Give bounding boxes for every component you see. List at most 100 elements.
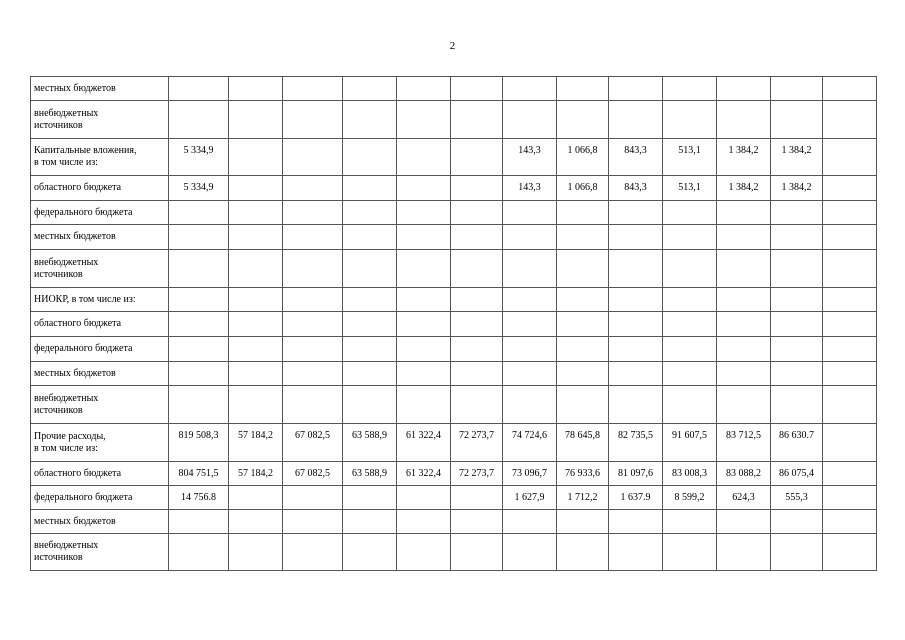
value-cell	[556, 311, 609, 337]
value-cell	[168, 224, 229, 250]
row-label-line: местных бюджетов	[34, 367, 116, 379]
value-cell	[168, 385, 229, 424]
value-cell	[608, 200, 663, 225]
value-cell	[608, 100, 663, 139]
value-cell	[228, 175, 283, 201]
value-cell	[282, 200, 343, 225]
value-cell	[342, 76, 397, 101]
table-row: Капитальные вложения, в том числе из: 5 33…	[30, 138, 877, 176]
row-label: местных бюджетов	[30, 361, 169, 386]
value-cell: 5 334,9	[168, 175, 229, 201]
value-cell	[716, 100, 771, 139]
value-cell	[502, 100, 557, 139]
value-cell	[342, 311, 397, 337]
value-cell	[342, 485, 397, 510]
value-cell	[282, 100, 343, 139]
value-cell	[168, 76, 229, 101]
table-row: внебюджетных источников	[30, 385, 877, 424]
value-cell	[662, 224, 717, 250]
value-cell	[450, 287, 503, 312]
value-cell	[502, 200, 557, 225]
value-cell	[168, 336, 229, 362]
value-cell: 86 630.7	[770, 423, 823, 462]
row-label-line: федерального бюджета	[34, 491, 133, 503]
value-cell: 624,3	[716, 485, 771, 510]
value-cell: 1 384,2	[716, 138, 771, 176]
table-row: местных бюджетов	[30, 361, 877, 386]
value-cell	[662, 100, 717, 139]
value-cell	[450, 533, 503, 571]
value-cell: 1 384,2	[716, 175, 771, 201]
value-cell	[716, 249, 771, 288]
value-cell	[770, 509, 823, 534]
value-cell	[228, 224, 283, 250]
value-cell	[342, 249, 397, 288]
value-cell	[450, 311, 503, 337]
row-label-line: местных бюджетов	[34, 82, 116, 94]
value-cell	[502, 509, 557, 534]
value-cell	[822, 533, 877, 571]
value-cell: 1 712,2	[556, 485, 609, 510]
row-label: областного бюджета	[30, 175, 169, 201]
value-cell	[822, 311, 877, 337]
value-cell	[228, 138, 283, 176]
value-cell	[396, 76, 451, 101]
value-cell: 14 756.8	[168, 485, 229, 510]
row-label: федерального бюджета	[30, 485, 169, 510]
value-cell	[168, 100, 229, 139]
value-cell	[822, 385, 877, 424]
table-row: местных бюджетов	[30, 509, 877, 534]
table-row: областного бюджета 5 334,9 143,3 1 066,8 843…	[30, 175, 877, 201]
value-cell: 91 607,5	[662, 423, 717, 462]
value-cell	[282, 485, 343, 510]
value-cell	[556, 287, 609, 312]
value-cell	[168, 287, 229, 312]
value-cell	[608, 287, 663, 312]
value-cell	[228, 509, 283, 534]
row-label-line: внебюджетных	[34, 540, 99, 551]
value-cell	[770, 76, 823, 101]
value-cell	[716, 287, 771, 312]
value-cell	[396, 287, 451, 312]
value-cell	[662, 311, 717, 337]
value-cell: 81 097,6	[608, 461, 663, 486]
value-cell: 72 273,7	[450, 461, 503, 486]
value-cell	[342, 287, 397, 312]
value-cell	[228, 249, 283, 288]
value-cell: 67 082,5	[282, 423, 343, 462]
table-row: областного бюджета 804 751,5 57 184,2 67 08…	[30, 461, 877, 486]
value-cell	[228, 385, 283, 424]
value-cell	[282, 533, 343, 571]
value-cell	[822, 509, 877, 534]
value-cell: 1 627,9	[502, 485, 557, 510]
value-cell	[342, 385, 397, 424]
value-cell	[608, 533, 663, 571]
value-cell	[662, 76, 717, 101]
value-cell	[662, 361, 717, 386]
value-cell	[396, 509, 451, 534]
value-cell	[770, 249, 823, 288]
value-cell	[228, 361, 283, 386]
value-cell	[502, 249, 557, 288]
value-cell: 513,1	[662, 175, 717, 201]
value-cell	[342, 175, 397, 201]
value-cell: 843,3	[608, 175, 663, 201]
value-cell	[556, 200, 609, 225]
value-cell	[502, 287, 557, 312]
value-cell	[608, 336, 663, 362]
value-cell: 61 322,4	[396, 461, 451, 486]
budget-table: местных бюджетов внебюджетных источников Ка…	[30, 76, 877, 571]
row-label: областного бюджета	[30, 311, 169, 337]
value-cell: 804 751,5	[168, 461, 229, 486]
value-cell	[450, 385, 503, 424]
row-label: федерального бюджета	[30, 200, 169, 225]
value-cell: 1 384,2	[770, 175, 823, 201]
row-label: местных бюджетов	[30, 509, 169, 534]
table-row: внебюджетных источников	[30, 249, 877, 288]
value-cell: 555,3	[770, 485, 823, 510]
value-cell	[396, 385, 451, 424]
value-cell	[396, 138, 451, 176]
value-cell	[168, 311, 229, 337]
row-label: Капитальные вложения, в том числе из:	[30, 138, 169, 176]
value-cell	[396, 200, 451, 225]
